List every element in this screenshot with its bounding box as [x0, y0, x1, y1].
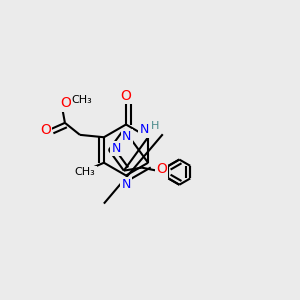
Text: O: O [156, 162, 167, 176]
Text: N: N [140, 123, 149, 136]
Text: O: O [121, 89, 131, 103]
Text: CH₃: CH₃ [72, 95, 92, 105]
Text: N: N [112, 142, 121, 155]
Text: O: O [60, 96, 71, 110]
Text: CH₃: CH₃ [75, 167, 95, 177]
Text: N: N [121, 178, 131, 191]
Text: H: H [151, 121, 159, 131]
Text: N: N [122, 130, 131, 143]
Text: O: O [40, 123, 51, 137]
